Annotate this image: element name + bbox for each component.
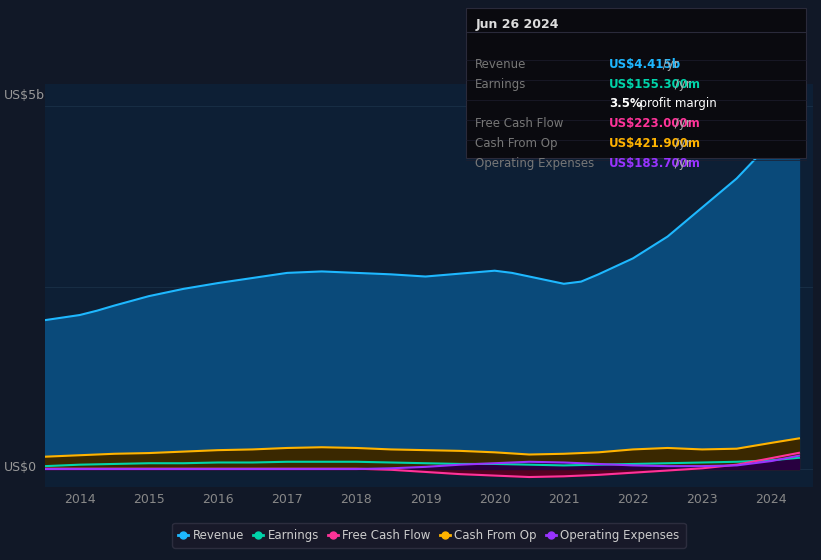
Text: Earnings: Earnings	[475, 77, 527, 91]
Text: /yr: /yr	[671, 118, 690, 130]
Legend: Revenue, Earnings, Free Cash Flow, Cash From Op, Operating Expenses: Revenue, Earnings, Free Cash Flow, Cash …	[172, 523, 686, 548]
Text: /yr: /yr	[671, 137, 690, 151]
Text: Jun 26 2024: Jun 26 2024	[475, 18, 559, 31]
Text: US$223.000m: US$223.000m	[609, 118, 701, 130]
Text: Operating Expenses: Operating Expenses	[475, 157, 594, 170]
Text: US$155.300m: US$155.300m	[609, 77, 701, 91]
Text: Free Cash Flow: Free Cash Flow	[475, 118, 564, 130]
Text: US$5b: US$5b	[4, 88, 45, 102]
Text: US$4.415b: US$4.415b	[609, 58, 681, 71]
Text: profit margin: profit margin	[631, 97, 716, 110]
Text: 3.5%: 3.5%	[609, 97, 642, 110]
Text: US$183.700m: US$183.700m	[609, 157, 701, 170]
Text: /yr: /yr	[671, 77, 690, 91]
Text: Revenue: Revenue	[475, 58, 527, 71]
Text: /yr: /yr	[659, 58, 679, 71]
Text: Cash From Op: Cash From Op	[475, 137, 557, 151]
Text: US$421.900m: US$421.900m	[609, 137, 701, 151]
Text: US$0: US$0	[4, 461, 37, 474]
Text: /yr: /yr	[671, 157, 690, 170]
